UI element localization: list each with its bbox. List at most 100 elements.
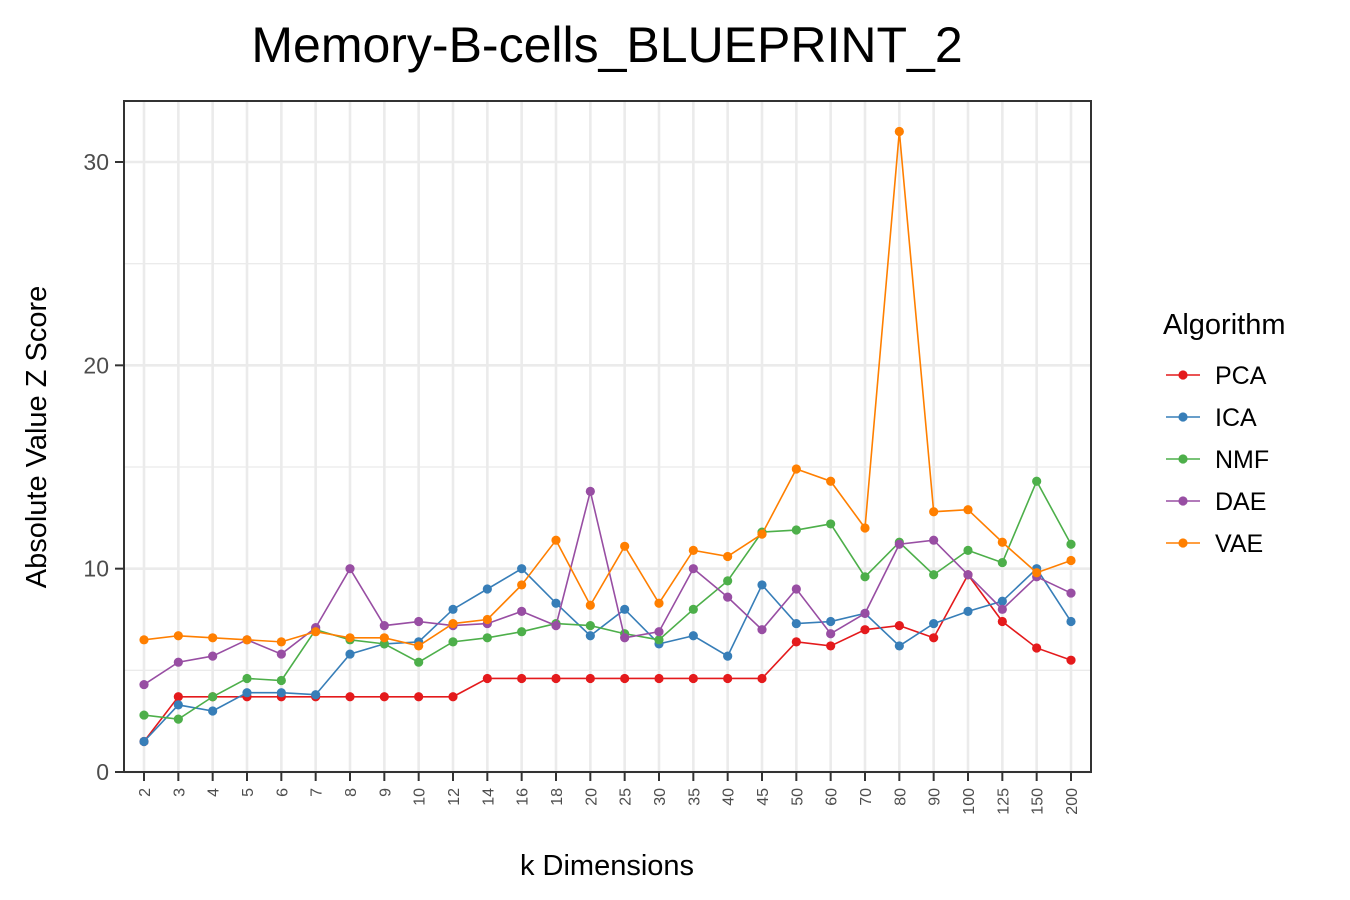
x-tick-label: 6	[274, 788, 291, 797]
legend-point-dae	[1178, 496, 1188, 506]
data-point-pca	[585, 673, 595, 684]
y-axis: 0 10 20 30	[83, 149, 124, 785]
data-point-ica	[345, 649, 355, 659]
data-point-ica	[791, 618, 801, 629]
x-tick-label: 90	[927, 788, 944, 806]
data-point-ica	[173, 700, 183, 710]
x-tick-label: 40	[721, 788, 738, 806]
data-point-nmf	[448, 637, 458, 647]
data-point-ica	[894, 641, 904, 651]
data-point-vae	[757, 529, 767, 539]
data-point-ica	[139, 736, 149, 747]
data-point-nmf	[723, 576, 733, 586]
data-point-vae	[585, 600, 595, 610]
data-point-pca	[482, 673, 492, 684]
data-point-pca	[654, 673, 664, 684]
data-point-vae	[688, 545, 698, 555]
data-point-ica	[276, 688, 286, 698]
x-tick-label: 125	[995, 788, 1012, 815]
x-tick-label: 50	[789, 788, 806, 806]
y-axis-title: Absolute Value Z Score	[21, 286, 53, 589]
data-point-vae	[482, 614, 492, 625]
y-tick-label: 0	[96, 759, 109, 785]
legend-items: PCA ICA NMF DAE VAE	[1166, 362, 1269, 558]
x-tick-label: 4	[206, 788, 223, 797]
data-point-dae	[1066, 588, 1076, 598]
data-point-nmf	[860, 572, 870, 582]
y-tick-label: 20	[83, 352, 109, 378]
data-point-ica	[242, 688, 252, 698]
data-point-dae	[517, 606, 527, 616]
data-point-nmf	[791, 525, 801, 535]
data-point-pca	[894, 621, 904, 631]
data-point-dae	[139, 679, 149, 690]
data-point-dae	[276, 649, 286, 659]
x-tick-label: 16	[515, 788, 532, 806]
series-line-ica	[143, 567, 1072, 743]
data-point-pca	[997, 616, 1007, 627]
data-point-dae	[414, 616, 424, 627]
x-tick-label: 9	[377, 788, 394, 797]
data-point-nmf	[963, 545, 973, 555]
x-tick-label: 70	[858, 788, 875, 806]
x-tick-label: 200	[1064, 788, 1081, 815]
data-point-dae	[826, 629, 836, 639]
data-point-nmf	[242, 673, 252, 684]
x-tick-label: 20	[583, 788, 600, 806]
data-point-vae	[276, 637, 286, 647]
data-point-vae	[997, 537, 1007, 547]
y-tick-label: 10	[83, 556, 109, 582]
data-point-dae	[997, 604, 1007, 614]
data-point-dae	[379, 621, 389, 631]
data-point-pca	[688, 673, 698, 684]
legend-label-nmf: NMF	[1215, 446, 1269, 474]
data-point-ica	[688, 631, 698, 641]
legend-label-pca: PCA	[1215, 362, 1267, 390]
data-point-pca	[860, 625, 870, 635]
data-point-dae	[585, 486, 595, 496]
data-point-ica	[963, 606, 973, 616]
data-point-dae	[723, 592, 733, 602]
data-point-dae	[894, 539, 904, 549]
data-point-dae	[963, 570, 973, 580]
data-point-vae	[620, 541, 630, 551]
legend-label-vae: VAE	[1215, 530, 1263, 558]
data-point-pca	[929, 633, 939, 643]
x-tick-label: 80	[892, 788, 909, 806]
data-point-pca	[1066, 655, 1076, 665]
data-point-dae	[654, 627, 664, 637]
data-point-ica	[551, 598, 561, 608]
panel-border	[123, 100, 1092, 773]
series-vae	[139, 126, 1076, 651]
data-point-vae	[860, 523, 870, 533]
data-point-ica	[620, 604, 630, 614]
data-point-vae	[826, 476, 836, 486]
x-tick-label: 2	[137, 788, 154, 797]
data-point-vae	[791, 464, 801, 474]
data-point-nmf	[139, 710, 149, 720]
data-point-ica	[517, 564, 527, 574]
x-tick-label: 7	[309, 788, 326, 797]
data-point-vae	[517, 580, 527, 590]
data-point-vae	[173, 631, 183, 641]
data-point-nmf	[517, 627, 527, 637]
x-tick-label: 150	[1030, 788, 1047, 815]
data-point-ica	[585, 631, 595, 641]
data-point-dae	[551, 621, 561, 631]
legend-item-dae: DAE	[1166, 488, 1266, 516]
x-tick-label: 35	[686, 788, 703, 806]
x-tick-label: 3	[171, 788, 188, 797]
legend-point-vae	[1178, 538, 1188, 548]
legend-point-ica	[1178, 412, 1188, 422]
data-point-vae	[208, 633, 218, 643]
data-point-dae	[929, 535, 939, 545]
data-point-pca	[517, 673, 527, 684]
data-point-vae	[448, 618, 458, 629]
data-point-nmf	[482, 633, 492, 643]
data-point-ica	[757, 580, 767, 590]
data-point-vae	[1066, 555, 1076, 566]
data-point-nmf	[585, 621, 595, 631]
series-line-nmf	[143, 479, 1072, 720]
data-point-ica	[826, 616, 836, 627]
data-point-nmf	[929, 570, 939, 580]
